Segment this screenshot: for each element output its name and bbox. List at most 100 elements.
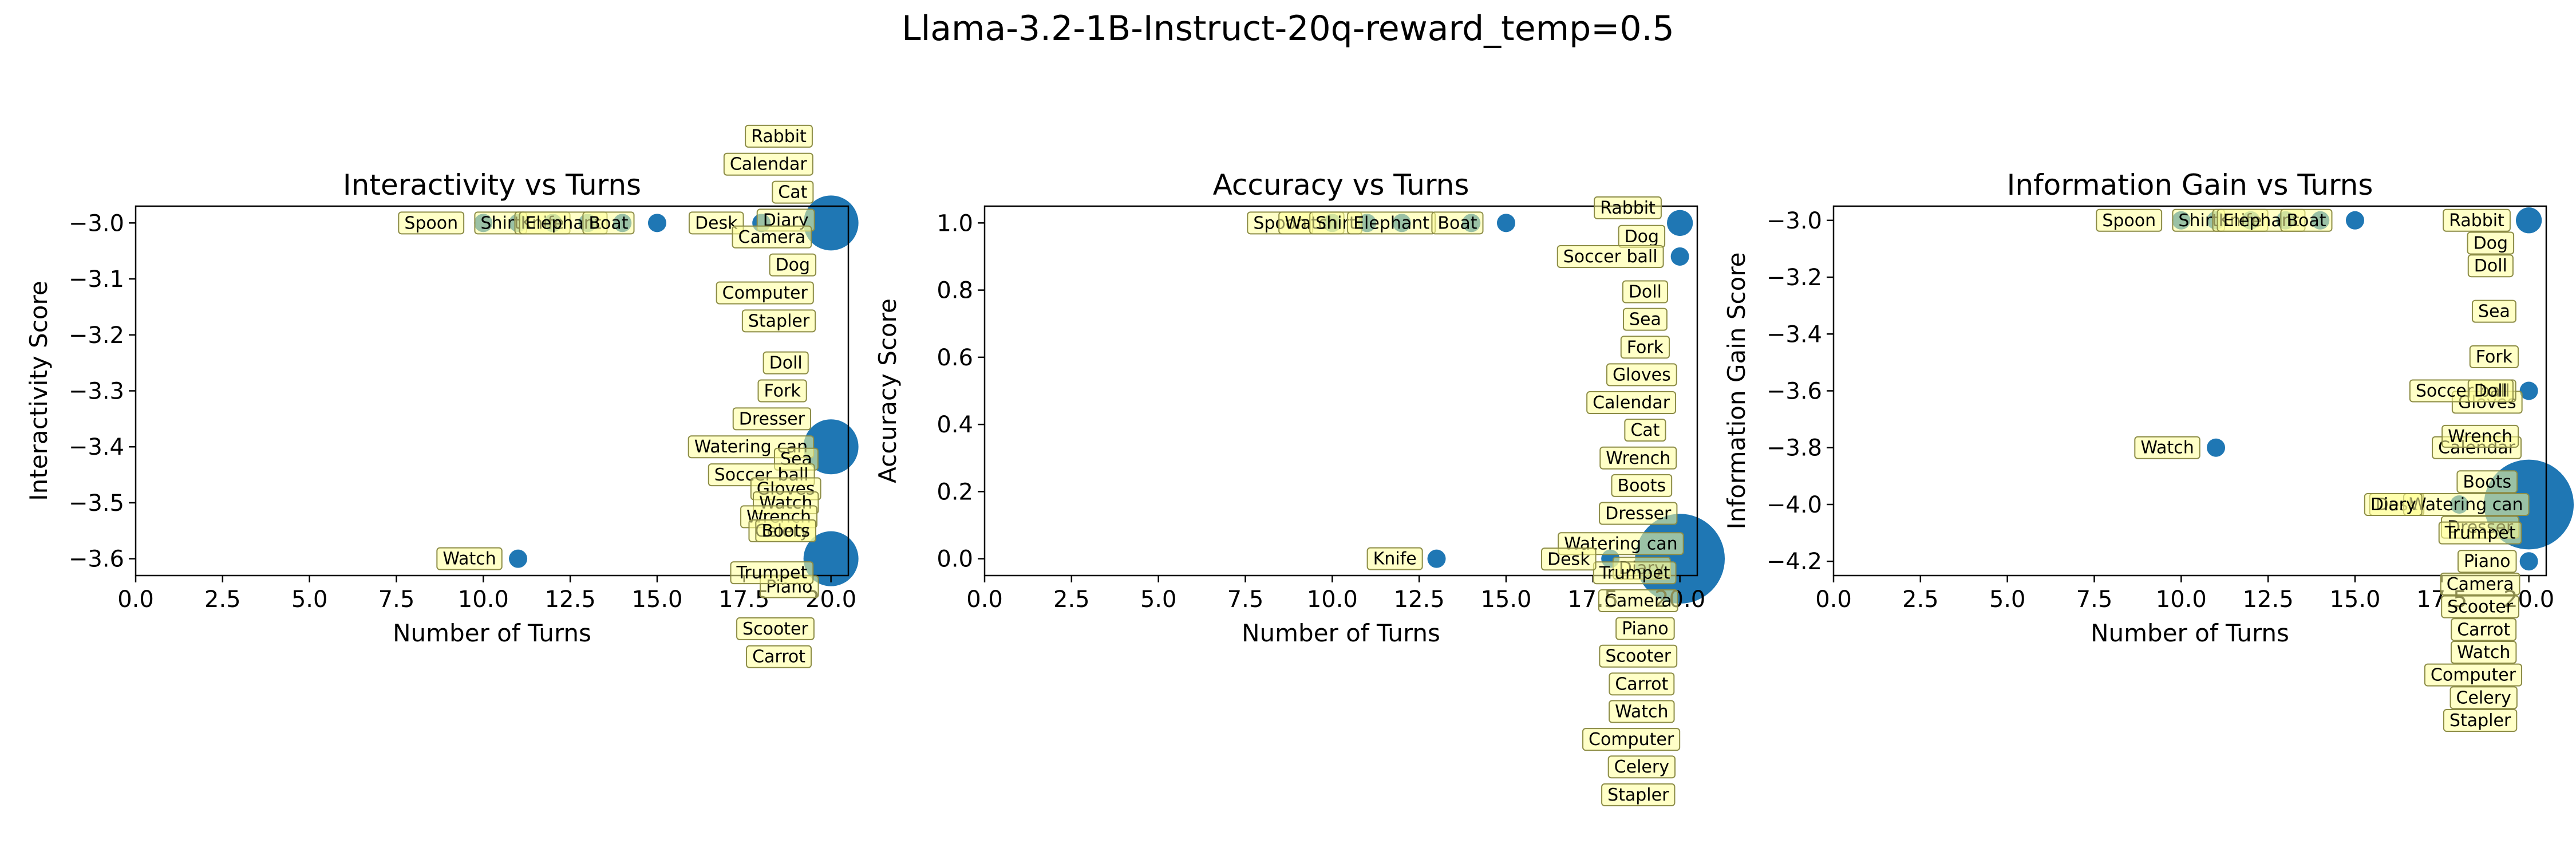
y-tick-label: 0.0 [937,546,973,573]
annotation: Fork [2469,345,2519,368]
annotation-label: Fork [1627,337,1664,357]
annotation: Fork [757,379,807,403]
subplot-2: Accuracy vs Turns 0.0 2.5 5.0 7.5 10.0 12.5 15.… [874,168,1725,806]
x-tick-label: 0.0 [966,586,1003,613]
annotation-box [2451,618,2517,641]
annotation-label: Boots [761,521,810,541]
y-tick-label: 1.0 [937,210,973,237]
annotation-box [746,645,812,668]
x-tick-label: 2.5 [1902,586,1939,613]
annotation-box [2441,595,2520,618]
y-tick-label: 0.4 [937,412,973,438]
x-tick-label: 0.0 [1815,586,1852,613]
annotation-label: Gloves [1613,365,1671,385]
annotation-label: Boots [1617,476,1666,496]
data-point [1670,247,1689,266]
annotation-label: Camera [738,227,806,247]
annotation: Boat [582,211,635,235]
x-tick-label: 15.0 [631,586,682,613]
annotation-box [1624,419,1666,442]
annotation-label: Doll [1629,282,1662,302]
annotation-box [1609,700,1675,723]
annotation: Computer [2424,663,2523,687]
annotation-label: Trumpet [736,563,808,583]
x-tick-label: 0.0 [117,586,154,613]
data-point [803,531,859,586]
x-tick-label: 5.0 [1989,586,2026,613]
data-point [647,214,666,233]
annotation-box [1594,196,1662,219]
annotation-box [757,379,807,403]
annotations: SpoonShirtKnifeElephantBoatDeskRabbitCal… [398,124,821,668]
annotation-box [2424,663,2523,687]
annotation: Sea [2471,300,2516,323]
annotation-box [1622,308,1668,331]
annotation-label: Camera [2447,574,2514,594]
x-tick-label: 7.5 [2076,586,2113,613]
annotation: Trumpet [1593,561,1677,585]
annotation-label: Diary [2370,495,2416,515]
y-tick-label: −3.3 [69,379,124,405]
annotation: Scooter [2441,595,2520,618]
annotation-label: Calendar [730,155,808,175]
annotation-label: Carrot [1615,674,1668,694]
data-point [2345,211,2364,230]
y-tick-label: −3.4 [69,434,124,460]
annotation-label: Dresser [739,409,805,429]
annotation: Trumpet [730,561,814,585]
annotation: Cat [1624,419,1666,442]
annotation-box [1582,728,1681,751]
annotations: SpoonWatchShirtElephantBoatRabbitDogSocc… [1247,196,1684,806]
annotation-label: Boat [1437,213,1477,233]
annotation-label: Rabbit [1600,198,1656,218]
annotation: Elephant [1347,211,1436,235]
annotation: Stapler [1601,783,1676,806]
annotation-label: Carrot [752,647,805,667]
annotation: Shirt [474,211,527,235]
x-tick-label: 7.5 [1227,586,1264,613]
annotation-label: Scooter [742,619,808,639]
annotation-label: Sea [2478,302,2510,322]
annotation-label: Stapler [748,311,810,331]
y-ticks: 0.0 0.2 0.4 0.6 0.8 1.0 [937,210,985,573]
annotation: Sea [1622,308,1668,331]
y-axis-label: Accuracy Score [874,298,902,483]
annotation-box [755,519,817,542]
annotation: Spoon [2096,208,2163,232]
annotation-label: Boat [588,213,628,233]
annotation: Trumpet [2438,521,2522,545]
annotation: Doll [762,351,809,375]
annotation-box [1611,474,1673,497]
x-tick-label: 15.0 [1480,586,1531,613]
annotation-box [732,407,812,431]
y-tick-label: −3.2 [69,322,124,349]
x-tick-label: 2.5 [1053,586,1090,613]
annotation-box [2134,436,2200,459]
annotation-label: Camera [1605,591,1672,611]
annotation-box [2096,208,2163,232]
y-tick-label: −3.1 [69,266,124,293]
annotation-box [1541,547,1597,571]
annotation-box [2440,572,2520,596]
x-tick-label: 10.0 [1307,586,1358,613]
annotation-label: Boots [2463,472,2511,492]
annotation: Dog [2467,231,2515,255]
annotation-label: Watering can [2409,495,2523,515]
annotation-box [1609,672,1675,696]
annotation-label: Trumpet [1599,563,1670,583]
annotation-box [1586,391,1677,415]
annotation-label: Rabbit [751,127,807,147]
annotation-box [2450,640,2517,664]
annotation: Boots [1611,474,1673,497]
annotation-label: Doll [2474,381,2507,401]
annotation-box [2467,254,2514,278]
annotation: Boots [2456,470,2518,494]
annotation: Doll [2467,379,2514,403]
annotation-label: Stapler [1607,785,1669,805]
annotation-label: Doll [2474,256,2507,276]
y-tick-label: 0.2 [937,479,973,505]
annotation: Boat [2280,208,2333,232]
annotation-label: Elephant [1353,213,1429,233]
annotation-box [436,547,503,570]
y-axis-label: Information Gain Score [1722,252,1751,529]
